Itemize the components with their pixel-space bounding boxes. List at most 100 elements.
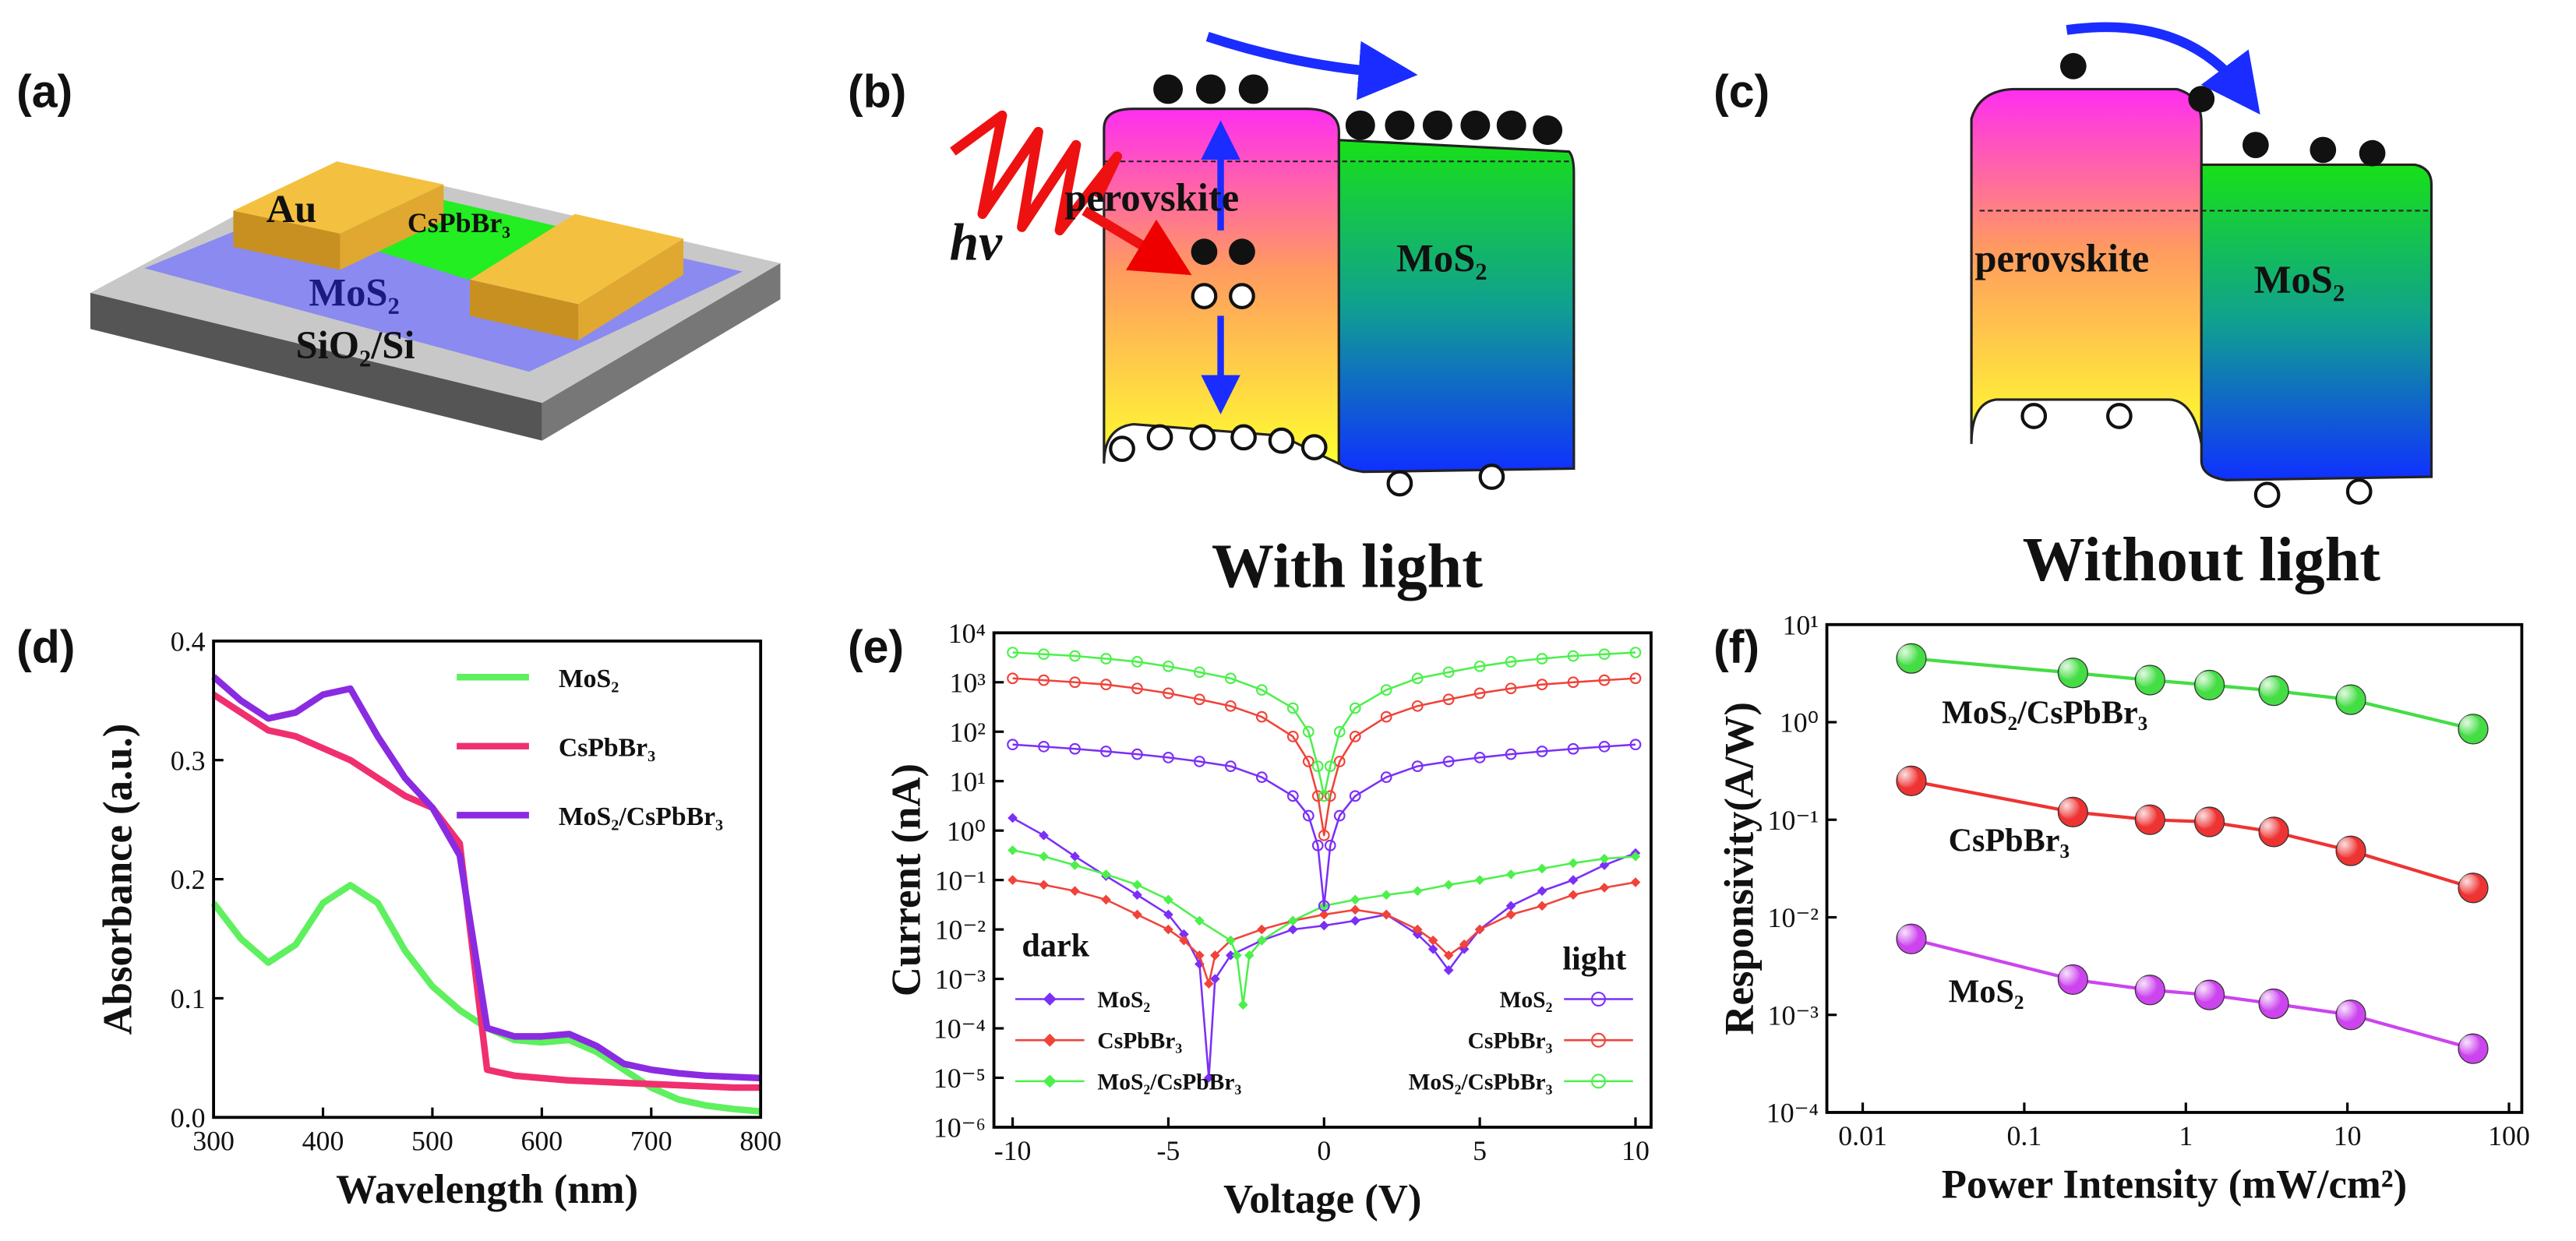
- highlight: [2337, 686, 2359, 707]
- data-point: [1100, 679, 1112, 691]
- plot-frame: [1825, 622, 2524, 1114]
- data-point: [1349, 731, 1361, 742]
- data-point: [1255, 710, 1268, 723]
- data-point: [1302, 756, 1314, 767]
- highlight: [2196, 981, 2217, 1003]
- data-point: [1473, 752, 1486, 763]
- data-point: [1333, 756, 1346, 767]
- data-point: [1039, 851, 1049, 862]
- diagram-label: perovskite: [1064, 175, 1239, 219]
- data-point: [1100, 653, 1112, 665]
- highlight: [2459, 715, 2481, 736]
- data-point: [1536, 746, 1548, 757]
- panel-label: (e): [848, 621, 904, 672]
- data-point: [1194, 666, 1205, 679]
- diagram-label: MoS₂: [309, 271, 399, 315]
- data-line: [1012, 651, 1636, 798]
- data-point: [1255, 684, 1268, 696]
- data-point: [1286, 731, 1299, 742]
- data-point: [1311, 760, 1324, 772]
- data-point: [1070, 860, 1080, 870]
- x-tick-label: 1: [2179, 1120, 2193, 1151]
- highlight: [2260, 989, 2281, 1011]
- data-point: [1349, 702, 1361, 714]
- data-point: [1007, 739, 1018, 751]
- data-point: [1473, 660, 1486, 672]
- data-point: [1007, 672, 1018, 685]
- x-axis-label: Voltage (V): [1223, 1177, 1421, 1222]
- data-point: [1380, 771, 1392, 784]
- caption: With light: [1212, 532, 1483, 601]
- data-point: [1505, 869, 1516, 880]
- data-point: [1473, 687, 1486, 700]
- data-point: [1630, 877, 1641, 887]
- data-point: [1333, 725, 1346, 738]
- data-point: [1598, 674, 1611, 686]
- series-label: MoS₂/CsPbBr₃: [1942, 694, 2147, 731]
- data-point: [1043, 1074, 1057, 1088]
- data-line: [1012, 677, 1636, 837]
- highlight: [2260, 677, 2281, 698]
- y-tick-label: 10⁻⁶: [933, 1112, 986, 1144]
- data-point: [1194, 693, 1205, 706]
- panel-label: (d): [16, 621, 75, 672]
- data-point: [1204, 1073, 1214, 1083]
- diagram-label: MoS₂: [1396, 236, 1487, 280]
- data-point: [1257, 924, 1267, 935]
- highlight: [2136, 976, 2158, 997]
- highlight: [1897, 767, 1919, 788]
- annotation: dark: [1022, 928, 1089, 964]
- data-point: [1069, 650, 1081, 662]
- x-tick-label: 0: [1317, 1135, 1331, 1166]
- data-point: [1381, 909, 1392, 920]
- y-tick-label: 0.1: [171, 983, 206, 1014]
- legend-label: CsPbBr₃: [559, 733, 655, 762]
- data-point: [1411, 760, 1424, 772]
- data-point: [1474, 875, 1485, 885]
- data-point: [1318, 790, 1330, 802]
- data-point: [1163, 660, 1174, 672]
- data-point: [1255, 771, 1268, 784]
- y-tick-label: 0.2: [171, 864, 206, 895]
- y-tick-label: 10⁻¹: [1768, 805, 1819, 836]
- data-point: [1318, 829, 1330, 841]
- light-label: hv: [950, 213, 1004, 272]
- data-point: [1350, 904, 1360, 915]
- data-point: [1442, 666, 1455, 679]
- data-point: [1318, 920, 1329, 931]
- data-line: [1011, 816, 1636, 1079]
- data-point: [1324, 760, 1336, 772]
- highlight: [2196, 671, 2217, 693]
- x-tick-label: -10: [994, 1135, 1032, 1166]
- diagram-label: SiO₂/Si: [296, 323, 415, 367]
- highlight: [2059, 659, 2080, 680]
- data-point: [1598, 740, 1611, 753]
- diagram-label: Au: [266, 187, 317, 231]
- data-point: [1302, 725, 1314, 738]
- data-point: [1131, 682, 1143, 695]
- y-axis-label: Current (nA): [884, 763, 930, 996]
- highlight: [1897, 925, 1919, 947]
- y-tick-label: 10⁻³: [1768, 999, 1819, 1031]
- data-point: [1070, 886, 1080, 897]
- x-tick-label: 0.1: [2007, 1120, 2042, 1151]
- data-point: [1131, 656, 1143, 668]
- data-point: [1599, 853, 1610, 864]
- y-tick-label: 10⁰: [1780, 707, 1819, 739]
- data-point: [1537, 901, 1547, 911]
- highlight: [2196, 808, 2217, 830]
- data-point: [1442, 693, 1455, 706]
- x-tick-label: 800: [739, 1125, 782, 1156]
- data-point: [1163, 752, 1174, 763]
- legend-label: CsPbBr₃: [1097, 1029, 1182, 1054]
- data-point: [1537, 886, 1547, 897]
- band-diagram: [1970, 22, 2433, 509]
- data-point: [1568, 858, 1579, 869]
- y-tick-label: 10⁻⁴: [1766, 1098, 1819, 1129]
- y-tick-label: 10⁻⁵: [933, 1063, 986, 1094]
- series-label: CsPbBr₃: [1949, 823, 2070, 859]
- highlight: [2136, 806, 2158, 827]
- x-tick-label: 0.01: [1838, 1120, 1887, 1151]
- y-tick-label: 10¹: [1782, 609, 1819, 640]
